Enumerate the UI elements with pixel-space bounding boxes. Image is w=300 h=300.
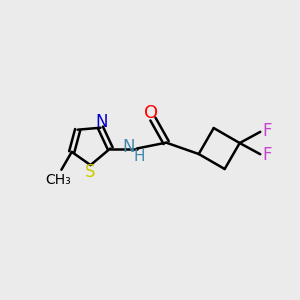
Text: H: H	[134, 149, 145, 164]
Text: S: S	[85, 163, 96, 181]
Text: F: F	[262, 122, 272, 140]
Text: N: N	[96, 113, 108, 131]
Text: F: F	[262, 146, 272, 164]
Text: O: O	[143, 104, 158, 122]
Text: CH₃: CH₃	[46, 173, 71, 187]
Text: N: N	[122, 138, 134, 156]
